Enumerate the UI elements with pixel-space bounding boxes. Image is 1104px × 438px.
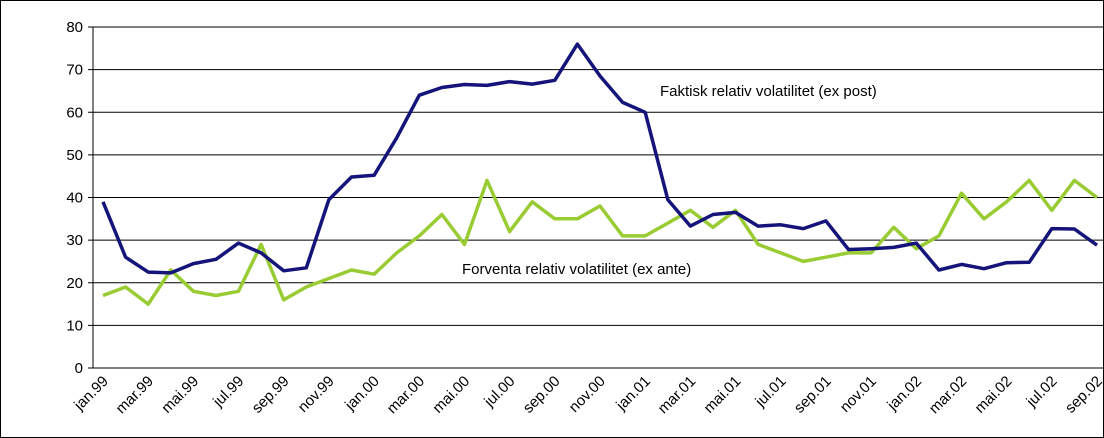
series-line (102, 178, 1099, 306)
y-tick-label: 10 (66, 317, 83, 334)
y-tick-label: 20 (66, 275, 83, 292)
annotation: Forventa relativ volatilitet (ex ante) (462, 261, 691, 278)
y-tick-label: 80 (66, 19, 83, 36)
y-tick-label: 60 (66, 104, 83, 121)
y-tick-label: 40 (66, 190, 83, 207)
y-tick-label: 30 (66, 232, 83, 249)
y-tick-label: 50 (66, 147, 83, 164)
y-tick-label: 70 (66, 62, 83, 79)
y-tick-label: 0 (75, 360, 83, 377)
annotation: Faktisk relativ volatilitet (ex post) (660, 83, 877, 100)
series-line (101, 42, 1099, 275)
